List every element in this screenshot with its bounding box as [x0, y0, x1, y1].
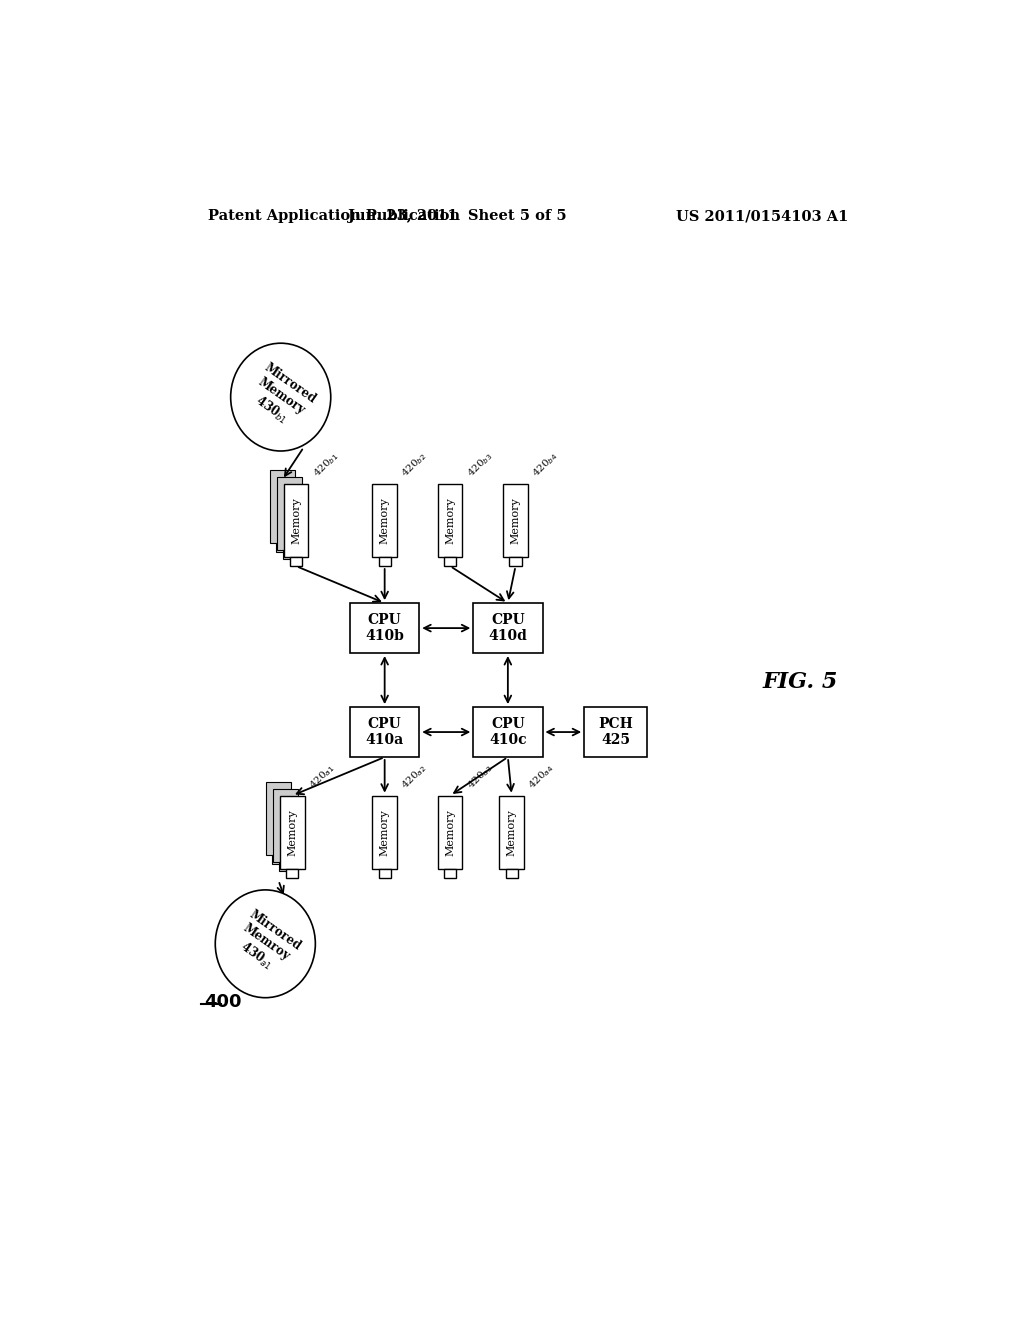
- Ellipse shape: [215, 890, 315, 998]
- Bar: [473, 603, 543, 653]
- Bar: [276, 477, 301, 550]
- Text: 400: 400: [204, 993, 242, 1011]
- Text: Mirrored
Memroy
430$_{a1}$: Mirrored Memroy 430$_{a1}$: [227, 908, 303, 979]
- Bar: [473, 708, 543, 758]
- Bar: [379, 557, 391, 566]
- Text: Jun. 23, 2011  Sheet 5 of 5: Jun. 23, 2011 Sheet 5 of 5: [348, 209, 567, 223]
- Bar: [444, 557, 457, 566]
- Bar: [276, 543, 289, 552]
- Text: US 2011/0154103 A1: US 2011/0154103 A1: [676, 209, 848, 223]
- Text: Memory: Memory: [288, 809, 297, 855]
- Bar: [283, 550, 295, 560]
- Bar: [266, 781, 291, 855]
- Text: 420$_{b2}$: 420$_{b2}$: [399, 449, 430, 480]
- Bar: [284, 483, 308, 557]
- Bar: [438, 483, 463, 557]
- Bar: [438, 796, 463, 869]
- Text: Memory: Memory: [511, 496, 520, 544]
- Bar: [379, 869, 391, 878]
- Text: Mirrored
Memory
430$_{b1}$: Mirrored Memory 430$_{b1}$: [243, 360, 318, 433]
- Bar: [280, 862, 292, 871]
- Text: 420$_{a1}$: 420$_{a1}$: [307, 762, 337, 792]
- Text: 420$_{b4}$: 420$_{b4}$: [530, 449, 561, 480]
- Text: 420$_{b1}$: 420$_{b1}$: [310, 449, 341, 480]
- Text: CPU
410a: CPU 410a: [366, 717, 403, 747]
- Bar: [350, 708, 419, 758]
- Bar: [272, 855, 285, 865]
- Bar: [290, 557, 302, 566]
- Bar: [286, 869, 298, 878]
- Bar: [444, 869, 457, 878]
- Ellipse shape: [230, 343, 331, 451]
- Text: 420$_{a3}$: 420$_{a3}$: [465, 762, 496, 792]
- Bar: [373, 796, 397, 869]
- Text: Memory: Memory: [507, 809, 517, 855]
- Bar: [373, 483, 397, 557]
- Bar: [584, 708, 647, 758]
- Bar: [500, 796, 524, 869]
- Text: 420$_{b3}$: 420$_{b3}$: [465, 449, 496, 480]
- Bar: [273, 788, 298, 862]
- Bar: [350, 603, 419, 653]
- Bar: [509, 557, 521, 566]
- Text: Memory: Memory: [380, 809, 390, 855]
- Bar: [280, 796, 304, 869]
- Text: Patent Application Publication: Patent Application Publication: [208, 209, 460, 223]
- Text: Memory: Memory: [291, 496, 301, 544]
- Text: 420$_{a4}$: 420$_{a4}$: [526, 762, 557, 792]
- Bar: [506, 869, 518, 878]
- Text: Memory: Memory: [445, 496, 455, 544]
- Bar: [270, 470, 295, 543]
- Bar: [503, 483, 528, 557]
- Text: Memory: Memory: [380, 496, 390, 544]
- Text: CPU
410d: CPU 410d: [488, 612, 527, 643]
- Text: PCH
425: PCH 425: [598, 717, 633, 747]
- Text: FIG. 5: FIG. 5: [763, 671, 839, 693]
- Text: Memory: Memory: [445, 809, 455, 855]
- Text: CPU
410c: CPU 410c: [489, 717, 526, 747]
- Text: CPU
410b: CPU 410b: [366, 612, 404, 643]
- Text: 420$_{a2}$: 420$_{a2}$: [399, 762, 430, 792]
